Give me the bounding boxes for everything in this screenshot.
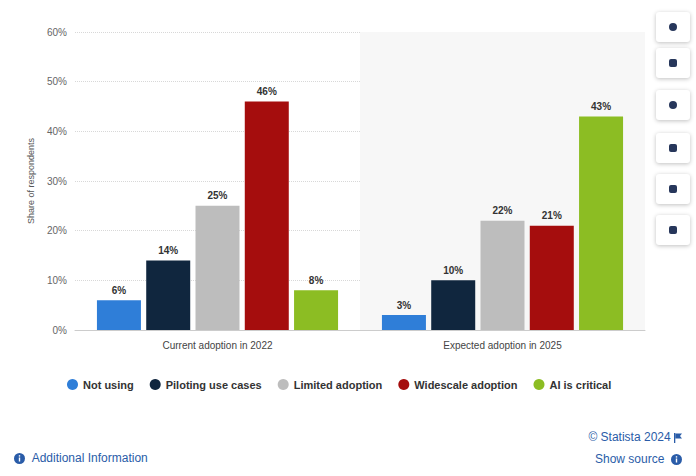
svg-text:Limited adoption: Limited adoption bbox=[294, 379, 383, 391]
svg-text:60%: 60% bbox=[47, 27, 67, 38]
html-text:Show source: Show source bbox=[595, 452, 665, 466]
svg-text:Expected adoption in 2025: Expected adoption in 2025 bbox=[443, 340, 562, 351]
svg-text:Widescale adoption: Widescale adoption bbox=[414, 379, 517, 391]
svg-text:Share of respondents: Share of respondents bbox=[26, 137, 36, 224]
html-text:© Statista 2024: © Statista 2024 bbox=[588, 430, 671, 444]
svg-text:Piloting use cases: Piloting use cases bbox=[166, 379, 262, 391]
svg-text:10%: 10% bbox=[47, 275, 67, 286]
svg-text:6%: 6% bbox=[112, 285, 127, 296]
svg-text:50%: 50% bbox=[47, 76, 67, 87]
svg-text:0%: 0% bbox=[53, 325, 68, 336]
svg-text:30%: 30% bbox=[47, 176, 67, 187]
svg-text:Not using: Not using bbox=[83, 379, 134, 391]
svg-text:Current adoption in 2022: Current adoption in 2022 bbox=[162, 340, 273, 351]
svg-text:46%: 46% bbox=[257, 86, 277, 97]
svg-text:40%: 40% bbox=[47, 126, 67, 137]
html-text:Additional Information: Additional Information bbox=[31, 451, 148, 465]
svg-text:22%: 22% bbox=[492, 205, 512, 216]
svg-text:8%: 8% bbox=[309, 275, 324, 286]
svg-text:43%: 43% bbox=[591, 101, 611, 112]
svg-text:10%: 10% bbox=[443, 265, 463, 276]
svg-text:20%: 20% bbox=[47, 225, 67, 236]
svg-text:25%: 25% bbox=[207, 190, 227, 201]
svg-text:14%: 14% bbox=[158, 245, 178, 256]
svg-text:3%: 3% bbox=[397, 300, 412, 311]
svg-text:AI is critical: AI is critical bbox=[549, 379, 611, 391]
svg-text:21%: 21% bbox=[542, 210, 562, 221]
